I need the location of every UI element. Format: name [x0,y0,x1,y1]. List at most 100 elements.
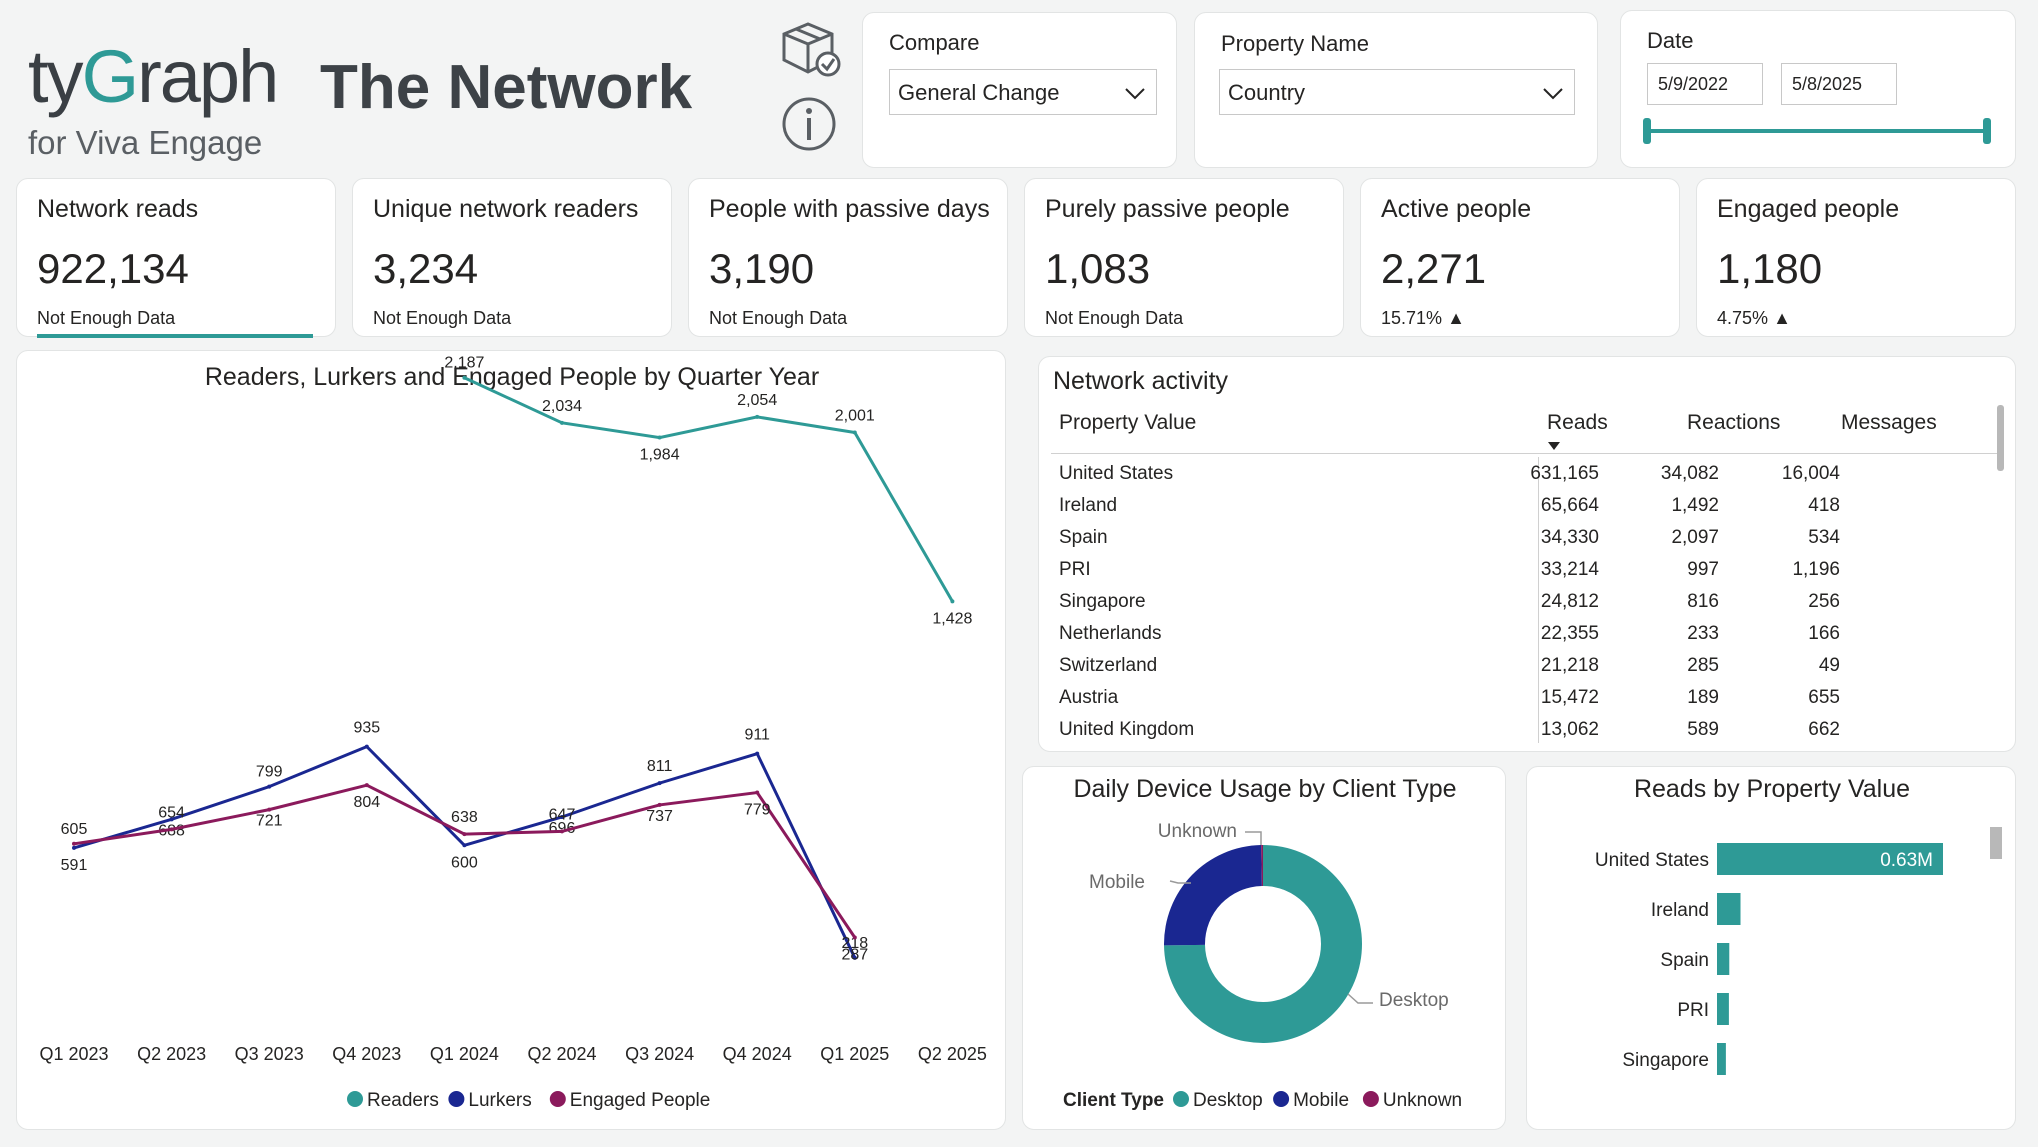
property-value: Country [1228,80,1306,105]
kpi-value: 922,134 [37,245,189,292]
table-cell: 1,196 [1792,559,1840,580]
logo-text: G [81,35,140,118]
data-label: 804 [353,794,380,811]
table-cell: 15,472 [1540,687,1599,708]
table-cell: 816 [1687,591,1719,612]
callout-line [1245,831,1262,845]
data-point [267,784,272,789]
logo-text: ty [28,35,84,118]
date-range-end-handle[interactable] [1983,118,1991,144]
x-tick-label: Q1 2024 [430,1044,499,1064]
compare-slicer: Compare General Change [862,12,1177,168]
chevron-down-icon [1124,82,1146,108]
data-label: 935 [353,720,380,737]
legend-marker [448,1091,465,1107]
chart-title: Reads by Property Value [1633,775,1911,803]
compare-label: Compare [889,30,980,55]
compare-dropdown[interactable]: General Change [889,69,1157,115]
data-point [364,744,369,749]
table-row[interactable]: Spain 34,330 2,097 534 [1053,523,1999,555]
package-check-icon[interactable] [778,20,842,83]
line-chart: Q1 2023 Q2 2023 Q3 2023 Q4 2023 Q1 2024 Q2 20… [39,355,987,1111]
kpi-card-network-reads[interactable]: Network reads 922,134 Not Enough Data [16,178,336,338]
column-header-property-value[interactable]: Property Value [1059,411,1197,434]
kpi-subtext: 15.71% ▲ [1381,308,1465,329]
kpi-card-engaged-people[interactable]: Engaged people 1,180 4.75% ▲ [1696,178,2016,337]
kpi-card-active-people[interactable]: Active people 2,271 15.71% ▲ [1360,178,1680,337]
legend-item: Mobile [1293,1090,1349,1111]
data-label: 287 [841,946,868,963]
trend-up-icon: ▲ [1447,308,1465,328]
callout-line [1347,993,1373,1004]
y-tick-label: Spain [1660,950,1709,971]
table-scrollbar[interactable] [1997,405,2004,471]
data-point [950,599,955,604]
slice-label: Desktop [1379,990,1449,1011]
kpi-card-passive-days[interactable]: People with passive days 3,190 Not Enoug… [688,178,1008,337]
data-label: 638 [451,809,478,826]
table-row[interactable]: United Kingdom 13,062 589 662 [1053,715,1999,747]
trend-up-icon: ▲ [1773,308,1791,328]
bar-chart-scrollbar[interactable] [1990,827,2002,859]
kpi-subtext: Not Enough Data [37,308,176,328]
data-label: 2,001 [835,408,875,425]
data-label: 654 [158,804,185,821]
info-icon[interactable] [781,96,837,157]
legend-marker [1362,1091,1379,1107]
slice-label: Unknown [1158,821,1237,842]
table-row[interactable]: PRI 33,214 997 1,196 [1053,555,1999,587]
table-cell: 233 [1687,623,1719,644]
data-point [462,832,467,837]
x-tick-label: Q1 2025 [820,1044,889,1064]
table-cell: United States [1059,463,1174,484]
x-tick-label: Q2 2024 [527,1044,596,1064]
table-row[interactable]: Ireland 65,664 1,492 418 [1053,491,1999,523]
column-header-reactions[interactable]: Reactions [1687,411,1781,434]
column-header-messages[interactable]: Messages [1841,411,1937,434]
data-label: 811 [647,758,673,775]
data-point [657,802,662,807]
legend-marker [1173,1091,1189,1107]
table-row[interactable]: Netherlands 22,355 233 166 [1053,619,1999,651]
table-cell: PRI [1059,559,1091,580]
data-label: 1,984 [640,447,680,464]
data-point [169,817,174,822]
x-tick-label: Q2 2025 [918,1044,987,1064]
kpi-title: Engaged people [1717,195,1900,223]
data-label: 1,428 [932,610,972,627]
data-label: 779 [744,802,771,819]
bar-chart: United States 0.63M Ireland Spain PRI Singapo… [1595,843,1943,1075]
kpi-value: 2,271 [1381,245,1487,292]
table-row[interactable]: Switzerland 21,218 285 49 [1053,651,1999,683]
date-range-track [1647,129,1987,133]
bar [1717,993,1729,1025]
x-tick-label: Q2 2023 [137,1044,206,1064]
table-row[interactable]: Singapore 24,812 816 256 [1053,587,1999,619]
data-label: 2,187 [444,355,484,372]
data-point [755,751,760,756]
kpi-card-unique-readers[interactable]: Unique network readers 3,234 Not Enough … [352,178,672,337]
kpi-value: 1,180 [1717,245,1823,292]
table-cell: 21,218 [1540,655,1599,676]
series-line-lurkers [73,744,857,959]
table-row[interactable]: United States 631,165 34,082 16,004 [1053,459,1999,491]
data-label: 721 [256,813,283,830]
kpi-card-purely-passive[interactable]: Purely passive people 1,083 Not Enough D… [1024,178,1344,337]
date-range-start-handle[interactable] [1643,118,1651,144]
data-point [852,430,857,435]
data-point [755,790,760,795]
column-header-reads[interactable]: Reads [1547,411,1608,434]
start-date-input[interactable]: 5/9/2022 [1647,63,1763,105]
table-cell: 34,082 [1660,463,1719,484]
x-tick-label: Q3 2023 [235,1044,304,1064]
property-dropdown[interactable]: Country [1219,69,1575,115]
table-cell: 418 [1808,495,1840,516]
table-row[interactable]: Austria 15,472 189 655 [1053,683,1999,715]
data-point [560,829,564,834]
logo-subtitle: for Viva Engage [28,124,263,161]
end-date-input[interactable]: 5/8/2025 [1781,63,1897,105]
property-label: Property Name [1221,31,1369,56]
data-label: 605 [61,821,88,838]
data-point [462,375,467,380]
bar [1717,843,1943,875]
